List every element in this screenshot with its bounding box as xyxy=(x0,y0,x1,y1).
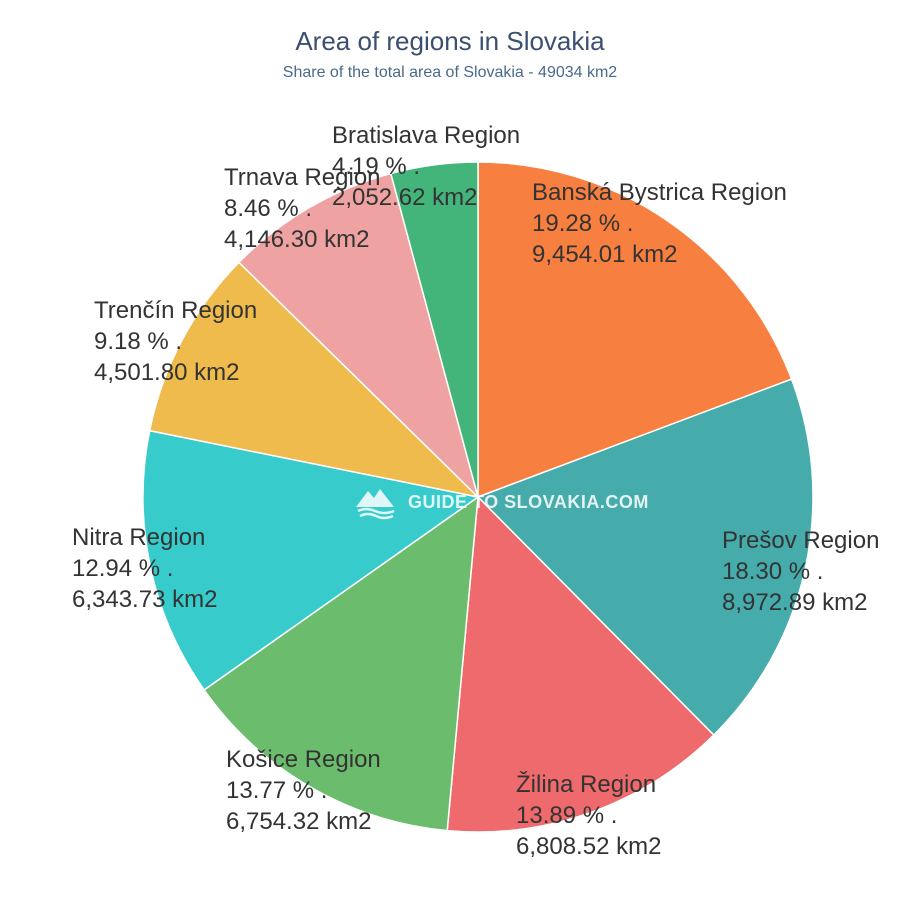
slice-area: 6,808.52 km2 xyxy=(516,833,661,860)
slice-percent: 19.28 % . xyxy=(532,210,633,237)
slice-label: Trenčín Region 9.18 % . 4,501.80 km2 xyxy=(94,297,257,386)
slice-label: Nitra Region 12.94 % . 6,343.73 km2 xyxy=(72,524,217,613)
slice-name: Banská Bystrica Region xyxy=(532,179,787,206)
labels-layer: Banská Bystrica Region 19.28 % . 9,454.01 … xyxy=(72,122,879,860)
pie-slice[interactable] xyxy=(477,161,793,499)
slice-name: Nitra Region xyxy=(72,524,205,551)
slice-name: Trenčín Region xyxy=(94,297,257,324)
slice-name: Trnava Region xyxy=(224,164,381,191)
slice-label: Košice Region 13.77 % . 6,754.32 km2 xyxy=(226,746,381,835)
slice-label: Bratislava Region 4.19 % . 2,052.62 km2 xyxy=(332,122,520,211)
slice-area: 6,754.32 km2 xyxy=(226,808,371,835)
slice-label: Banská Bystrica Region 19.28 % . 9,454.01 … xyxy=(532,179,787,268)
slice-percent: 4.19 % . xyxy=(332,153,420,180)
slice-percent: 13.89 % . xyxy=(516,802,617,829)
slice-area: 8,972.89 km2 xyxy=(722,589,867,616)
pie-slice[interactable] xyxy=(203,495,479,832)
slice-percent: 12.94 % . xyxy=(72,555,173,582)
slice-percent: 8.46 % . xyxy=(224,195,312,222)
slice-name: Žilina Region xyxy=(516,771,656,798)
slice-area: 2,052.62 km2 xyxy=(332,184,477,211)
pie-slice[interactable] xyxy=(446,495,715,833)
slice-area: 6,343.73 km2 xyxy=(72,586,217,613)
slice-label: Trnava Region 8.46 % . 4,146.30 km2 xyxy=(224,164,381,253)
chart-title: Area of regions in Slovakia xyxy=(295,26,605,56)
chart-subtitle: Share of the total area of Slovakia - 49… xyxy=(282,64,618,81)
slice-area: 9,454.01 km2 xyxy=(532,241,677,268)
slice-area: 4,501.80 km2 xyxy=(94,359,239,386)
slice-name: Prešov Region xyxy=(722,527,879,554)
pie-slice[interactable] xyxy=(476,378,814,737)
slice-name: Košice Region xyxy=(226,746,381,773)
pie-slice[interactable] xyxy=(237,172,480,500)
slice-name: Bratislava Region xyxy=(332,122,520,149)
slice-label: Prešov Region 18.30 % . 8,972.89 km2 xyxy=(722,527,879,616)
pie-slice[interactable] xyxy=(142,429,480,691)
pie-slice[interactable] xyxy=(148,261,481,499)
mountain-logo-icon xyxy=(356,489,395,520)
slices-layer xyxy=(142,161,814,833)
slice-area: 4,146.30 km2 xyxy=(224,226,369,253)
watermark: GUIDE TO SLOVAKIA.COM xyxy=(356,489,649,520)
watermark-text: GUIDE TO SLOVAKIA.COM xyxy=(408,492,649,512)
pie-slice[interactable] xyxy=(389,161,479,498)
slice-percent: 18.30 % . xyxy=(722,558,823,585)
slice-label: Žilina Region 13.89 % . 6,808.52 km2 xyxy=(516,771,661,860)
slice-percent: 13.77 % . xyxy=(226,777,327,804)
slice-percent: 9.18 % . xyxy=(94,328,182,355)
